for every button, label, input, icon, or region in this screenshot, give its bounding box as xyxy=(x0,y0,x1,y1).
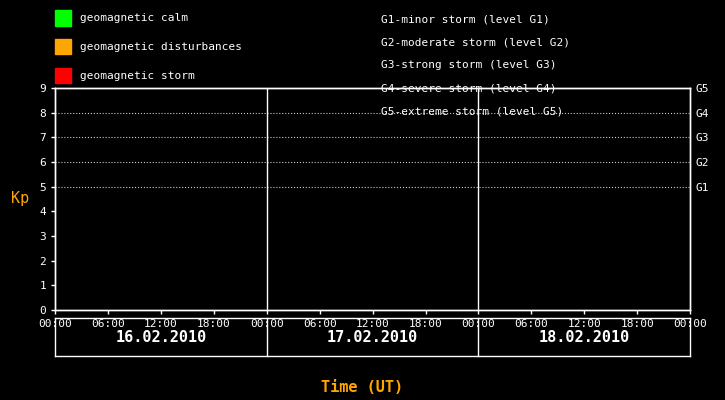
Text: G2-moderate storm (level G2): G2-moderate storm (level G2) xyxy=(381,37,570,47)
Text: G5-extreme storm (level G5): G5-extreme storm (level G5) xyxy=(381,107,563,117)
Text: G4-severe storm (level G4): G4-severe storm (level G4) xyxy=(381,84,556,94)
Text: geomagnetic disturbances: geomagnetic disturbances xyxy=(80,42,241,52)
Text: Time (UT): Time (UT) xyxy=(321,380,404,395)
Text: G1-minor storm (level G1): G1-minor storm (level G1) xyxy=(381,14,550,24)
Text: 16.02.2010: 16.02.2010 xyxy=(115,330,207,344)
Text: geomagnetic storm: geomagnetic storm xyxy=(80,70,194,81)
Text: Kp: Kp xyxy=(11,192,29,206)
Text: 18.02.2010: 18.02.2010 xyxy=(539,330,630,344)
Text: 17.02.2010: 17.02.2010 xyxy=(327,330,418,344)
Text: G3-strong storm (level G3): G3-strong storm (level G3) xyxy=(381,60,556,70)
Text: geomagnetic calm: geomagnetic calm xyxy=(80,13,188,23)
